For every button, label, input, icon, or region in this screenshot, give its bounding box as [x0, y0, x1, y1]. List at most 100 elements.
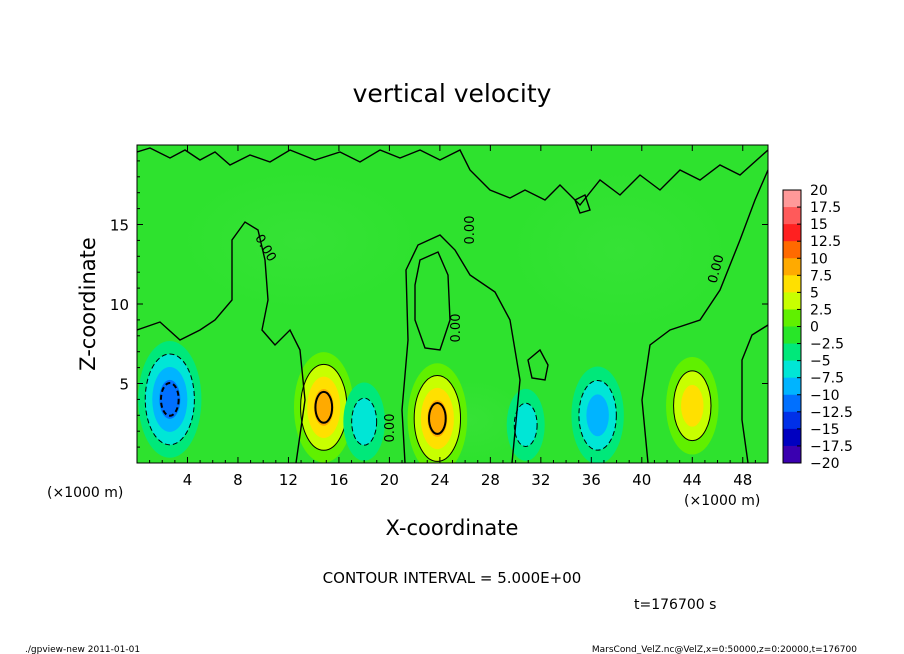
- background-shade-0: [180, 170, 420, 310]
- x-tick-label: 40: [632, 471, 651, 489]
- colorbar-label: 17.5: [810, 200, 841, 216]
- x-tick-label: 36: [582, 471, 601, 489]
- feature-contour-strong: [159, 382, 180, 417]
- x-tick-label: 16: [329, 471, 348, 489]
- zero-contour-far-right: [741, 324, 768, 463]
- contour-interval: CONTOUR INTERVAL = 5.000E+00: [323, 569, 582, 587]
- colorbar-swatch: [783, 207, 801, 225]
- colorbar-label: 10: [810, 251, 828, 267]
- feature-level: [681, 384, 704, 427]
- colorbar-label: 15: [810, 217, 828, 233]
- colorbar-label: −17.5: [810, 439, 853, 455]
- footer-right: MarsCond_VelZ.nc@VelZ,x=0:50000,z=0:2000…: [592, 645, 857, 654]
- feature-level: [427, 400, 448, 437]
- x-tick-label: 28: [481, 471, 500, 489]
- plot-area: 0.000.000.000.000.00: [136, 144, 769, 464]
- colorbar-swatch: [783, 258, 801, 276]
- y-axis: 5 10 15: [110, 160, 768, 448]
- colorbar-label: −10: [810, 388, 840, 404]
- contour-label: 0.00: [449, 314, 464, 343]
- zero-contour-small-1: [527, 348, 549, 381]
- colorbar-swatch: [783, 343, 801, 362]
- y-tick-label: 10: [110, 296, 129, 314]
- feature-level: [351, 398, 377, 446]
- feature-contour: [413, 375, 462, 462]
- feature-contour: [578, 379, 617, 451]
- colorbar-swatch: [783, 445, 801, 464]
- background-shade-1: [510, 170, 730, 330]
- x-axis-label: X-coordinate: [386, 516, 519, 540]
- colorbar-label: 0: [810, 320, 819, 336]
- colorbar-label: −5: [810, 354, 831, 370]
- x-tick-label: 24: [430, 471, 449, 489]
- feature-contour: [144, 353, 195, 446]
- feature-level: [514, 403, 538, 447]
- feature-level: [159, 379, 181, 419]
- heatmap-features: [138, 170, 730, 463]
- velocity-feature-4: [571, 366, 624, 463]
- zero-contour-mid-column: [401, 234, 521, 463]
- time-label: t=176700 s: [634, 597, 716, 613]
- colorbar-label: −7.5: [810, 371, 844, 387]
- colorbar-swatch: [783, 428, 801, 447]
- colorbar-swatch: [783, 360, 801, 379]
- colorbar-swatch: [783, 275, 801, 293]
- chart-title: vertical velocity: [353, 79, 552, 108]
- velocity-feature-6: [506, 388, 545, 461]
- zero-contour-left-lobe: [137, 221, 306, 463]
- footer-left: ./gpview-new 2011-01-01: [25, 645, 140, 654]
- colorbar-label: −2.5: [810, 337, 844, 353]
- x-tick-label: 8: [233, 471, 243, 489]
- contour-label: 0.00: [706, 253, 728, 285]
- velocity-feature-0: [138, 341, 202, 458]
- feature-contour-strong: [428, 402, 447, 435]
- x-tick-label: 20: [380, 471, 399, 489]
- zero-contours: [137, 147, 768, 463]
- zero-contour-top: [137, 147, 768, 207]
- colorbar-swatch: [783, 224, 801, 242]
- feature-contour: [673, 370, 712, 442]
- x-axis: 4 8 12 16 20 24 28 32 36 40 44 48: [149, 145, 756, 489]
- velocity-feature-1: [293, 352, 354, 463]
- x-axis-unit-left: (×1000 m): [47, 485, 123, 501]
- feature-contour: [351, 397, 378, 446]
- colorbar-swatch: [783, 292, 801, 310]
- y-tick-label: 5: [119, 376, 129, 394]
- x-tick-label: 44: [683, 471, 702, 489]
- x-tick-label: 32: [531, 471, 550, 489]
- colorbar-label: −12.5: [810, 405, 853, 421]
- colorbar-swatch: [783, 326, 801, 345]
- colorbar-swatch: [783, 411, 801, 430]
- zero-contour-right: [641, 169, 768, 463]
- contour-label: 0.00: [463, 216, 478, 245]
- colorbar-label: 7.5: [810, 268, 832, 284]
- feature-level: [586, 394, 609, 437]
- x-tick-label: 4: [183, 471, 193, 489]
- feature-contour: [513, 402, 538, 447]
- contour-label: 0.00: [383, 414, 398, 443]
- colorbar-label: 2.5: [810, 302, 832, 318]
- colorbar-label: 20: [810, 183, 828, 199]
- colorbar-swatch: [783, 241, 801, 259]
- colorbar-label: 12.5: [810, 234, 841, 250]
- y-tick-label: 15: [110, 217, 129, 235]
- colorbar-label: −20: [810, 456, 840, 472]
- colorbar-swatch: [783, 190, 801, 208]
- colorbar-swatch: [783, 309, 801, 327]
- colorbar-label: 5: [810, 285, 819, 301]
- colorbar-label: −15: [810, 422, 840, 438]
- velocity-feature-2: [407, 363, 468, 463]
- feature-level: [313, 388, 334, 426]
- colorbar-swatch: [783, 377, 801, 396]
- velocity-feature-3: [666, 356, 719, 455]
- feature-contour-strong: [314, 390, 334, 424]
- x-tick-label: 12: [279, 471, 298, 489]
- zero-contour-small-2: [574, 194, 591, 214]
- colorbar-swatch: [783, 394, 801, 413]
- zero-contour-island: [414, 251, 451, 351]
- velocity-feature-5: [343, 382, 385, 461]
- y-axis-label: Z-coordinate: [76, 237, 100, 371]
- x-tick-label: 48: [733, 471, 752, 489]
